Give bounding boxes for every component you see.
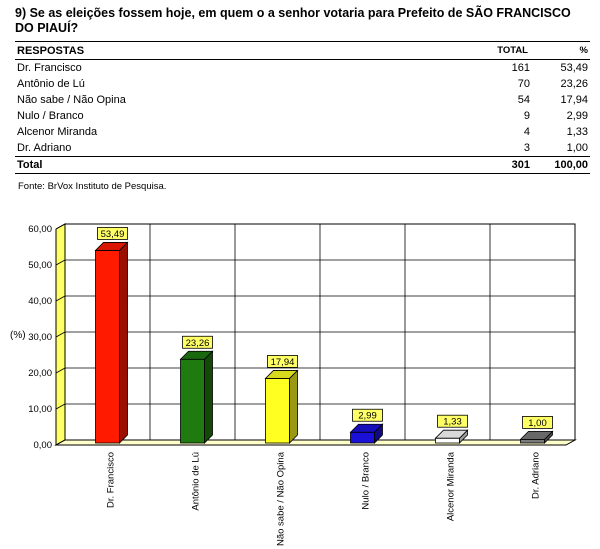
row-percent: 2,99 — [566, 110, 588, 122]
row-percent: 1,00 — [566, 142, 588, 154]
source-note: Fonte: BrVox Instituto de Pesquisa. — [18, 181, 167, 192]
row-total: 54 — [517, 94, 530, 106]
y-tick-label: 10,00 — [28, 404, 52, 415]
row-total: 3 — [523, 142, 530, 154]
data-label: 2,99 — [358, 411, 377, 422]
bar-top — [94, 242, 129, 251]
data-label: 23,26 — [186, 338, 210, 349]
bar-top — [434, 429, 469, 439]
grid-line — [55, 403, 66, 410]
grid-line — [55, 367, 66, 374]
y-tick-label: 40,00 — [28, 296, 52, 307]
x-tick-label: Antônio de Lú — [191, 452, 202, 511]
row-percent: 23,26 — [560, 78, 588, 90]
total-label: Total — [15, 156, 468, 174]
bar-side — [204, 350, 213, 444]
row-percent: 53,49 — [560, 62, 588, 74]
bar — [350, 431, 375, 444]
data-label-box — [437, 414, 468, 428]
bar — [180, 358, 205, 444]
table-row: Não sabe / Não Opina 54 17,94 — [15, 92, 590, 108]
row-label: Dr. Francisco — [17, 62, 82, 74]
bar-side — [289, 369, 298, 444]
row-total: 70 — [517, 78, 530, 90]
x-tick-label: Dr. Francisco — [106, 452, 117, 508]
data-label: 17,94 — [271, 357, 295, 368]
grid-line — [55, 295, 66, 302]
data-label: 53,49 — [101, 229, 125, 240]
x-tick-label: Alcenor Miranda — [446, 451, 457, 521]
row-percent: 17,94 — [560, 94, 588, 106]
chart-axes — [54, 223, 577, 446]
bar — [435, 437, 460, 444]
x-tick-label: Dr. Adriano — [531, 452, 542, 499]
row-label: Nulo / Branco — [17, 110, 84, 122]
grid-line — [55, 223, 66, 230]
row-label: Antônio de Lú — [17, 78, 85, 90]
y-tick-label: 0,00 — [34, 440, 53, 451]
y-axis-title: (%) — [10, 330, 26, 341]
bar — [520, 438, 545, 444]
data-label-box — [522, 415, 553, 429]
total-percent: 100,00 — [530, 156, 590, 174]
data-label: 1,00 — [528, 418, 547, 429]
header-responses: RESPOSTAS — [15, 41, 468, 60]
chart-bars — [94, 241, 554, 444]
grid-line — [55, 259, 66, 266]
bar — [95, 250, 120, 444]
data-label: 1,33 — [443, 417, 462, 428]
row-percent: 1,33 — [566, 126, 588, 138]
bar-top — [179, 350, 214, 360]
bar-chart: 0,00 10,00 20,00 30,00 40,00 50,00 60,00 53,49 D… — [10, 223, 577, 546]
y-tick-label: 50,00 — [28, 260, 52, 271]
row-label: Alcenor Miranda — [17, 126, 98, 138]
header-total: TOTAL — [468, 41, 530, 60]
row-label: Não sabe / Não Opina — [17, 94, 126, 106]
bar-top — [349, 423, 384, 433]
bar-top — [264, 370, 299, 379]
data-label-box — [182, 335, 213, 349]
bar — [265, 378, 290, 444]
header-percent: % — [530, 41, 590, 60]
y-tick-label: 20,00 — [28, 368, 52, 379]
data-label-box — [97, 227, 128, 240]
row-total: 161 — [511, 62, 530, 74]
data-label-box — [267, 355, 298, 368]
results-table: RESPOSTAS TOTAL % Dr. Francisco 161 53,4… — [15, 41, 590, 174]
grid-line — [55, 331, 66, 338]
x-tick-label: Nulo / Branco — [361, 452, 372, 510]
table-row: Alcenor Miranda 4 1,33 — [15, 124, 590, 140]
grid-line — [55, 439, 66, 446]
table-total-row: Total 301 100,00 — [15, 156, 590, 174]
y-tick-label: 60,00 — [28, 224, 52, 235]
data-label-box — [352, 408, 383, 422]
table-header-row: RESPOSTAS TOTAL % — [15, 41, 590, 60]
row-label: Dr. Adriano — [17, 142, 72, 154]
table-row: Antônio de Lú 70 23,26 — [15, 76, 590, 92]
y-tick-label: 30,00 — [28, 332, 52, 343]
bar-top — [519, 430, 554, 440]
row-total: 9 — [523, 110, 530, 122]
row-total: 4 — [523, 126, 530, 138]
total-count: 301 — [468, 156, 530, 174]
question-title: 9) Se as eleições fossem hoje, em quem o… — [15, 6, 571, 35]
chart-labels: 0,00 10,00 20,00 30,00 40,00 50,00 60,00 53,49 D… — [28, 224, 553, 546]
x-tick-label: Não sabe / Não Opina — [276, 451, 287, 546]
table-row: Dr. Adriano 3 1,00 — [15, 140, 590, 157]
bar-side — [119, 241, 128, 444]
table-row: Nulo / Branco 9 2,99 — [15, 108, 590, 124]
table-row: Dr. Francisco 161 53,49 — [15, 60, 590, 77]
chart-floor — [54, 439, 577, 446]
